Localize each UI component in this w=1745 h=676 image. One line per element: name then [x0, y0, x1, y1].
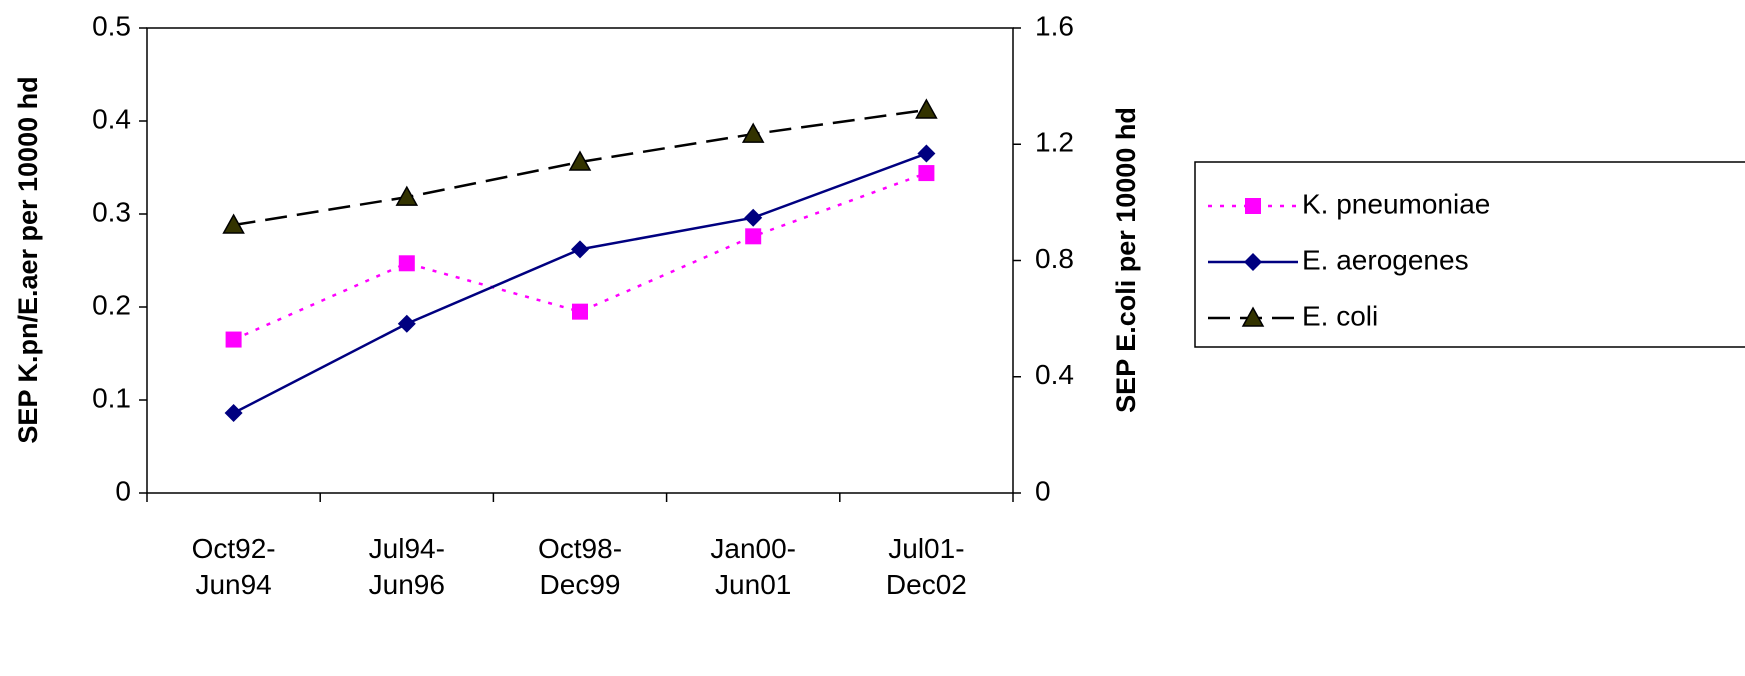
legend-label: E. coli [1302, 300, 1378, 331]
point [568, 150, 592, 171]
series-line [233, 152, 927, 415]
x-tick-label: Jul01-Dec02 [886, 533, 967, 600]
point [397, 314, 416, 333]
point [222, 213, 245, 234]
legend-marker [1245, 198, 1261, 214]
x-tick-label: Jul94-Jun96 [369, 533, 445, 600]
point [395, 185, 419, 206]
point [744, 208, 763, 227]
y2-tick-label: 1.6 [1035, 10, 1074, 41]
y-axis-label: SEP K.pn/E.aer per 10000 hd [13, 76, 43, 443]
point [571, 240, 589, 259]
x-tick-label: Oct92-Jun94 [192, 533, 276, 600]
point [918, 165, 935, 182]
point [398, 255, 415, 272]
point [917, 144, 936, 163]
point [915, 98, 938, 119]
x-tick-label: Oct98-Dec99 [538, 533, 622, 600]
y2-tick-label: 0.8 [1035, 243, 1074, 274]
legend-label: E. aerogenes [1302, 244, 1469, 275]
legend-label: K. pneumoniae [1302, 188, 1490, 219]
point [745, 228, 762, 245]
y2-tick-label: 0 [1035, 475, 1051, 506]
legend-marker [1244, 253, 1262, 271]
y-tick-label: 0.1 [92, 382, 131, 413]
y-tick-label: 0.2 [92, 289, 131, 320]
y2-tick-label: 1.2 [1035, 127, 1074, 158]
legend-marker [1241, 306, 1265, 327]
point [224, 404, 243, 423]
plot-area [146, 27, 1014, 494]
y-tick-label: 0.5 [92, 10, 131, 41]
legend-box [1194, 161, 1745, 348]
x-tick-label: Jan00-Jun01 [710, 533, 796, 600]
y-tick-label: 0.4 [92, 103, 131, 134]
y-tick-label: 0.3 [92, 196, 131, 227]
y-tick-label: 0 [115, 475, 131, 506]
point [572, 303, 588, 320]
point [741, 122, 765, 143]
y2-tick-label: 0.4 [1035, 359, 1074, 390]
point [225, 331, 242, 348]
y2-axis-label: SEP E.coli per 10000 hd [1111, 107, 1141, 413]
